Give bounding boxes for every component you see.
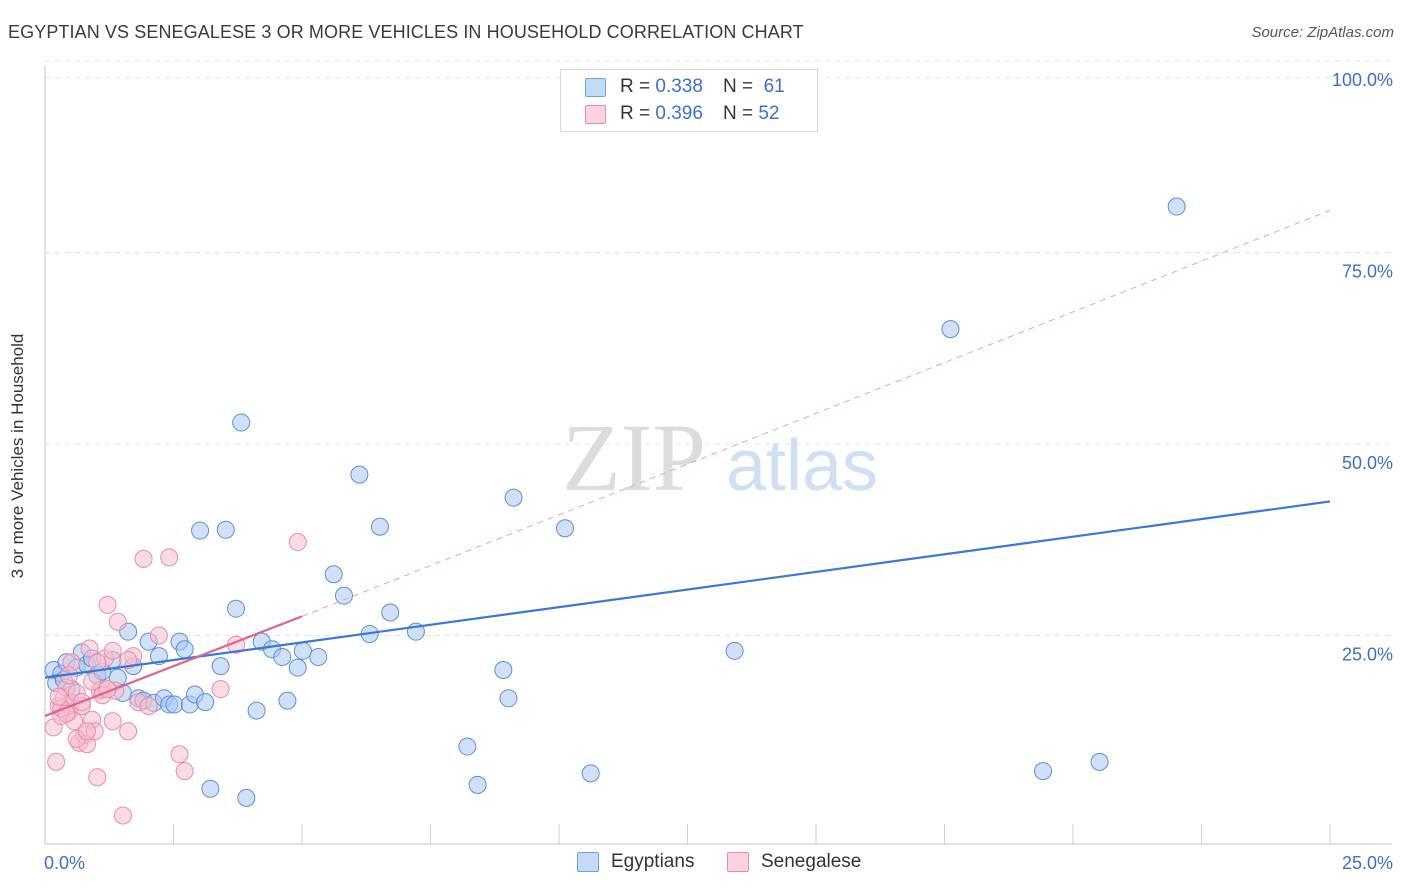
point-egyptians bbox=[499, 689, 518, 708]
series-swatch-senegalese bbox=[727, 852, 749, 872]
legend-n-label: N = bbox=[722, 103, 754, 124]
series-legend-egyptians[interactable]: Egyptians bbox=[577, 851, 694, 873]
point-egyptians bbox=[211, 657, 230, 676]
point-senegalese bbox=[149, 626, 168, 645]
point-senegalese bbox=[83, 672, 102, 691]
point-egyptians bbox=[350, 465, 369, 484]
watermark-atlas: atlas bbox=[726, 426, 878, 506]
y-tick-label: 50.0% bbox=[1342, 453, 1393, 473]
point-egyptians bbox=[216, 520, 235, 539]
point-egyptians bbox=[293, 641, 312, 660]
legend-r-value: 0.338 bbox=[655, 76, 703, 97]
point-senegalese bbox=[175, 762, 194, 781]
point-egyptians bbox=[581, 764, 600, 783]
legend-n-label: N = bbox=[722, 76, 754, 97]
point-egyptians bbox=[288, 658, 307, 677]
point-senegalese bbox=[160, 548, 179, 567]
point-egyptians bbox=[556, 519, 574, 538]
chart-title: EGYPTIAN VS SENEGALESE 3 OR MORE VEHICLE… bbox=[8, 22, 804, 42]
y-tick-label: 100.0% bbox=[1332, 70, 1393, 90]
legend-n-value: 52 bbox=[758, 103, 780, 124]
trend-line-egyptians bbox=[44, 500, 1331, 679]
y-axis-label: 3 or more Vehicles in Household bbox=[8, 333, 27, 579]
legend-swatch-senegalese bbox=[585, 104, 606, 124]
legend-r-value: 0.396 bbox=[655, 103, 703, 124]
x-tick-label-min: 0.0% bbox=[44, 853, 85, 873]
grid-lines bbox=[45, 60, 1392, 636]
x-tick-label-max: 25.0% bbox=[1342, 853, 1393, 873]
point-senegalese bbox=[88, 768, 107, 787]
legend-row-senegalese: R = 0.396 N = 52 bbox=[585, 102, 779, 126]
point-egyptians bbox=[237, 788, 256, 807]
point-egyptians bbox=[324, 565, 343, 584]
point-egyptians bbox=[504, 488, 523, 507]
stats-legend: R = 0.338 N = 61 R = 0.396 N = 52 bbox=[560, 69, 818, 132]
point-senegalese bbox=[134, 549, 153, 568]
point-egyptians bbox=[370, 517, 389, 536]
point-egyptians bbox=[196, 693, 215, 712]
legend-swatch-egyptians bbox=[585, 77, 606, 97]
point-egyptians bbox=[494, 660, 513, 679]
trend-lines bbox=[44, 209, 1331, 717]
point-senegalese bbox=[139, 696, 158, 715]
point-egyptians bbox=[1167, 197, 1186, 216]
point-egyptians bbox=[165, 695, 184, 714]
point-egyptians bbox=[1034, 762, 1053, 781]
point-senegalese bbox=[98, 595, 117, 614]
point-egyptians bbox=[232, 413, 251, 432]
point-egyptians bbox=[1090, 752, 1109, 771]
point-egyptians bbox=[309, 647, 328, 666]
series-swatch-egyptians bbox=[577, 852, 599, 872]
source-label: Source: ZipAtlas.com bbox=[1251, 24, 1394, 41]
point-egyptians bbox=[468, 775, 487, 794]
series-label-senegalese: Senegalese bbox=[761, 851, 862, 872]
point-egyptians bbox=[725, 641, 744, 660]
point-egyptians bbox=[247, 701, 266, 720]
point-senegalese bbox=[211, 680, 230, 699]
point-senegalese bbox=[113, 806, 132, 825]
point-egyptians bbox=[175, 640, 194, 659]
axes bbox=[44, 66, 1392, 845]
data-points bbox=[44, 197, 1186, 825]
tick-labels: 100.0% 75.0% 50.0% 25.0% 0.0% 25.0% bbox=[44, 70, 1393, 873]
point-senegalese bbox=[108, 612, 127, 631]
point-senegalese bbox=[119, 722, 138, 741]
point-senegalese bbox=[77, 722, 96, 741]
point-egyptians bbox=[458, 737, 477, 756]
watermark-zip: ZIP bbox=[562, 404, 706, 511]
legend-n-value: 61 bbox=[763, 76, 785, 97]
point-senegalese bbox=[80, 639, 99, 658]
legend-r-label: R = bbox=[620, 76, 651, 97]
trend-line-senegalese-extension bbox=[301, 209, 1331, 617]
point-senegalese bbox=[49, 687, 68, 706]
watermark: ZIP atlas bbox=[562, 404, 878, 511]
series-legend: Egyptians Senegalese bbox=[0, 851, 1406, 877]
point-egyptians bbox=[941, 320, 960, 339]
y-tick-label: 25.0% bbox=[1342, 645, 1393, 665]
point-egyptians bbox=[334, 586, 353, 605]
point-senegalese bbox=[170, 745, 189, 764]
point-egyptians bbox=[227, 599, 246, 618]
series-legend-senegalese[interactable]: Senegalese bbox=[727, 851, 861, 873]
point-egyptians bbox=[278, 691, 297, 710]
series-label-egyptians: Egyptians bbox=[611, 851, 695, 872]
y-tick-label: 75.0% bbox=[1342, 262, 1393, 282]
point-egyptians bbox=[191, 521, 210, 540]
trend-line-senegalese bbox=[44, 615, 303, 717]
point-senegalese bbox=[119, 651, 138, 670]
point-egyptians bbox=[273, 647, 292, 666]
point-senegalese bbox=[288, 533, 307, 552]
point-egyptians bbox=[381, 603, 400, 622]
legend-r-label: R = bbox=[620, 103, 651, 124]
legend-row-egyptians: R = 0.338 N = 61 bbox=[585, 75, 785, 99]
point-senegalese bbox=[103, 641, 122, 660]
point-senegalese bbox=[47, 752, 66, 771]
point-egyptians bbox=[201, 779, 220, 798]
point-senegalese bbox=[88, 653, 107, 672]
point-senegalese bbox=[103, 712, 122, 731]
